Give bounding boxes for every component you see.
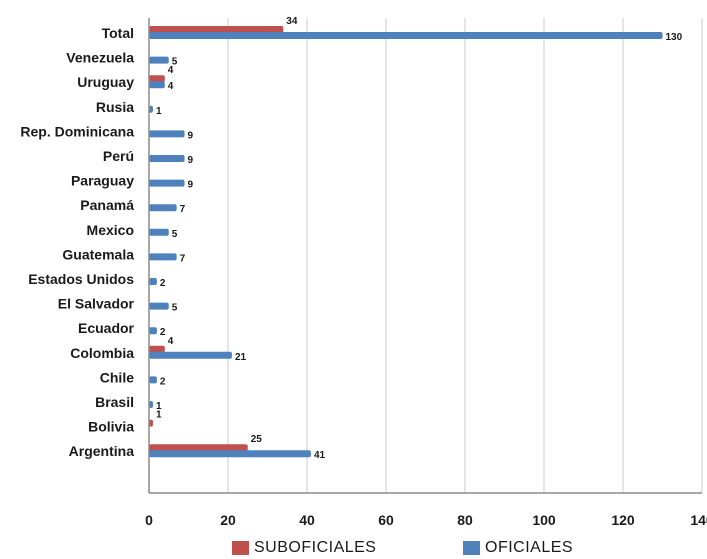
category-label: Argentina xyxy=(69,443,135,459)
data-label-oficiales: 2 xyxy=(160,278,166,289)
category-label: Perú xyxy=(103,148,134,164)
bar-oficiales xyxy=(149,401,153,408)
data-label-oficiales: 2 xyxy=(160,376,166,387)
category-label: Rep. Dominicana xyxy=(20,123,134,139)
legend-swatch-oficiales xyxy=(463,541,480,555)
bar-oficiales xyxy=(149,155,185,162)
x-tick-label: 0 xyxy=(145,512,153,528)
bar-suboficiales xyxy=(149,345,165,353)
bars xyxy=(149,26,663,458)
bar-oficiales xyxy=(149,278,157,285)
data-label-oficiales: 9 xyxy=(188,130,194,141)
legend-item-suboficiales: SUBOFICIALES xyxy=(232,539,376,557)
data-label-oficiales: 9 xyxy=(188,155,194,166)
bar-suboficiales xyxy=(149,75,165,83)
bar-suboficiales xyxy=(149,419,153,427)
bar-oficiales xyxy=(149,228,169,236)
bar-oficiales xyxy=(149,204,177,212)
data-label-oficiales: 41 xyxy=(314,450,326,461)
legend-label-oficiales: OFICIALES xyxy=(485,539,574,556)
category-labels: Total Venezuela Uruguay Rusia Rep. Dominican… xyxy=(20,25,134,459)
data-label-oficiales: 5 xyxy=(172,303,178,314)
data-label-oficiales: 1 xyxy=(156,401,162,412)
legend-swatch-suboficiales xyxy=(232,541,249,555)
category-label: Venezuela xyxy=(66,50,134,66)
data-label-oficiales: 5 xyxy=(172,229,178,240)
category-label: Brasil xyxy=(95,394,134,410)
category-label: Colombia xyxy=(70,345,134,361)
data-label-oficiales: 9 xyxy=(188,180,194,191)
bar-oficiales xyxy=(149,376,157,384)
data-label-oficiales: 4 xyxy=(168,81,174,92)
bar-oficiales xyxy=(149,327,157,335)
data-label-oficiales: 1 xyxy=(156,106,162,117)
data-label-oficiales: 130 xyxy=(666,32,683,43)
axes xyxy=(148,18,702,494)
data-label-oficiales: 2 xyxy=(160,327,166,338)
category-label: Ecuador xyxy=(78,320,135,336)
x-tick-label: 100 xyxy=(532,512,556,528)
gridlines xyxy=(227,18,703,493)
data-label-suboficiales: 4 xyxy=(168,65,174,76)
data-label-suboficiales: 1 xyxy=(156,410,162,421)
category-label: Guatemala xyxy=(62,246,134,262)
legend-item-oficiales: OFICIALES xyxy=(463,539,573,557)
category-label: Uruguay xyxy=(77,74,134,90)
x-tick-label: 60 xyxy=(378,512,394,528)
category-label: El Salvador xyxy=(58,296,135,312)
bar-oficiales xyxy=(149,130,185,138)
data-label-oficiales: 7 xyxy=(180,204,186,215)
category-label: Rusia xyxy=(96,99,134,115)
category-label: Panamá xyxy=(80,197,134,213)
category-label: Paraguay xyxy=(71,173,134,189)
bar-oficiales xyxy=(149,32,663,39)
bar-chart: Total Venezuela Uruguay Rusia Rep. Dominican… xyxy=(20,16,707,528)
category-label: Chile xyxy=(100,369,134,385)
bar-oficiales xyxy=(149,450,311,458)
category-label: Total xyxy=(102,25,134,41)
data-label-oficiales: 7 xyxy=(180,253,186,264)
bar-oficiales xyxy=(149,302,169,310)
data-label-suboficiales: 34 xyxy=(286,16,298,27)
data-label-suboficiales: 4 xyxy=(168,336,174,347)
bar-oficiales xyxy=(149,56,169,64)
legend-label-suboficiales: SUBOFICIALES xyxy=(254,539,377,556)
bar-suboficiales xyxy=(149,444,248,452)
x-tick-label: 140 xyxy=(690,512,707,528)
category-label: Bolivia xyxy=(88,419,134,435)
bar-suboficiales xyxy=(149,26,284,33)
bar-oficiales xyxy=(149,351,232,359)
bar-oficiales xyxy=(149,81,165,89)
bar-oficiales xyxy=(149,253,177,261)
data-label-oficiales: 5 xyxy=(172,57,178,68)
bar-oficiales xyxy=(149,179,185,187)
category-label: Estados Unidos xyxy=(28,271,134,287)
data-label-oficiales: 21 xyxy=(235,352,247,363)
data-label-suboficiales: 25 xyxy=(251,434,263,445)
legend: SUBOFICIALES OFICIALES xyxy=(0,537,707,559)
x-tick-labels: 0 20 40 60 80 100 120 140 xyxy=(145,512,707,528)
category-label: Mexico xyxy=(87,222,134,238)
bar-oficiales xyxy=(149,105,153,113)
x-tick-label: 20 xyxy=(220,512,236,528)
x-tick-label: 120 xyxy=(611,512,635,528)
x-tick-label: 40 xyxy=(299,512,315,528)
x-tick-label: 80 xyxy=(457,512,473,528)
